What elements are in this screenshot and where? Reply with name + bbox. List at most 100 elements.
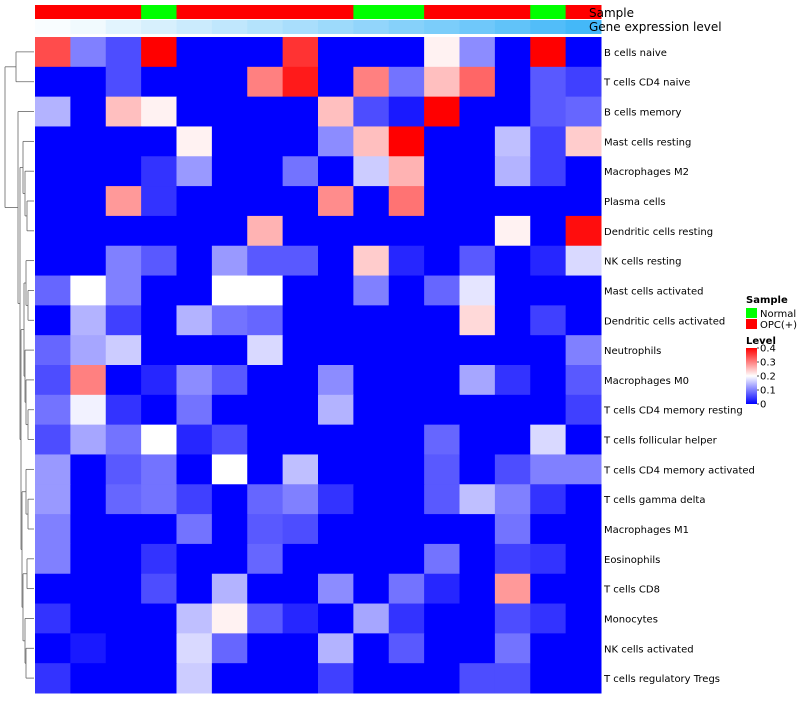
heatmap-cell (70, 573, 107, 605)
heatmap-cell (494, 215, 531, 247)
heatmap-cell (35, 275, 71, 306)
heatmap-cell (565, 37, 602, 68)
heatmap-cell (424, 633, 460, 664)
heatmap-cell (494, 275, 531, 306)
heatmap-cell (141, 275, 177, 306)
heatmap-cell (318, 37, 354, 68)
heatmap-cell (388, 126, 425, 157)
heatmap-cell (211, 394, 248, 426)
heatmap-cell (211, 37, 248, 68)
heatmap-cell (176, 454, 213, 485)
heatmap-cell (70, 335, 107, 366)
heatmap-cell (35, 484, 71, 515)
heatmap-cell (105, 633, 142, 664)
heatmap-cell (565, 96, 602, 127)
heatmap-cell (35, 514, 71, 545)
heatmap-cell (105, 454, 142, 485)
heatmap-cell (141, 365, 177, 396)
heatmap-cell (565, 633, 602, 664)
heatmap-cell (70, 543, 107, 575)
heatmap-cell (494, 663, 531, 694)
heatmap-cell (494, 543, 531, 575)
heatmap-cell (282, 186, 319, 217)
heatmap-cell (353, 335, 390, 366)
heatmap-cell (530, 335, 567, 366)
heatmap-cell (424, 245, 460, 277)
heatmap-cell (282, 275, 319, 306)
heatmap-cell (141, 484, 177, 515)
level-tick-label: 0.2 (760, 372, 776, 383)
column-annotations (35, 5, 602, 34)
heatmap-cell (282, 573, 319, 605)
heatmap-cell (494, 573, 531, 605)
heatmap-cell (459, 543, 496, 575)
heatmap-cell (105, 663, 142, 694)
heatmap-cell (211, 543, 248, 575)
heatmap-cell (247, 365, 284, 396)
heatmap-cell (494, 454, 531, 485)
heatmap-cell (141, 66, 177, 98)
heatmap-cell (353, 186, 390, 217)
row-label: Macrophages M0 (604, 376, 689, 387)
heatmap-cell (353, 305, 390, 336)
legend-level-ticks: 0.4 0.3 0.2 0.1 0 (757, 344, 776, 411)
sample-annotation-cell (35, 5, 71, 19)
sample-annotation-cell (494, 5, 531, 19)
heatmap-cell (105, 424, 142, 455)
heatmap-cell (318, 424, 354, 455)
heatmap-cell (318, 514, 354, 545)
heatmap-cell (105, 484, 142, 515)
heatmap-cell (211, 215, 248, 247)
heatmap-cell (530, 215, 567, 247)
heatmap-cell (35, 454, 71, 485)
heatmap-cell (176, 484, 213, 515)
heatmap-cell (565, 514, 602, 545)
gene-expression-annotation-cell (247, 20, 284, 34)
heatmap-cell (70, 424, 107, 455)
heatmap-cell (282, 215, 319, 247)
heatmap-cell (141, 215, 177, 247)
heatmap-cell (318, 335, 354, 366)
heatmap-cell (247, 394, 284, 426)
heatmap-cell (424, 603, 460, 634)
heatmap-cell (211, 365, 248, 396)
heatmap-cell (211, 454, 248, 485)
row-label: T cells CD8 (603, 585, 660, 596)
heatmap-cell (176, 424, 213, 455)
heatmap-cell (494, 424, 531, 455)
level-tick-label: 0.1 (760, 386, 776, 397)
heatmap-cell (565, 573, 602, 605)
heatmap-cell (176, 186, 213, 217)
heatmap-cell (282, 454, 319, 485)
heatmap-cell (353, 454, 390, 485)
heatmap-cell (141, 37, 177, 68)
heatmap-cell (247, 156, 284, 187)
heatmap-cell (105, 305, 142, 336)
heatmap-cell (318, 543, 354, 575)
heatmap-cell (565, 66, 602, 98)
heatmap-cell (35, 96, 71, 127)
heatmap-cell (105, 37, 142, 68)
heatmap-cell (530, 156, 567, 187)
heatmap-cell (141, 156, 177, 187)
heatmap-cell (35, 335, 71, 366)
row-label: T cells follicular helper (603, 436, 718, 447)
heatmap-cell (494, 633, 531, 664)
heatmap-cell (105, 514, 142, 545)
heatmap-cell (35, 543, 71, 575)
heatmap-cell (388, 96, 425, 127)
row-label: Monocytes (604, 614, 658, 625)
heatmap-cell (318, 66, 354, 98)
heatmap-cell (176, 514, 213, 545)
heatmap-cell (176, 335, 213, 366)
heatmap-cell (459, 424, 496, 455)
heatmap-cell (211, 424, 248, 455)
heatmap-cell (565, 305, 602, 336)
gene-expression-annotation-cell (424, 20, 460, 34)
heatmap-cell (530, 484, 567, 515)
heatmap-cell (176, 275, 213, 306)
heatmap-cell (282, 633, 319, 664)
heatmap-cell (494, 394, 531, 426)
heatmap-cell (318, 454, 354, 485)
